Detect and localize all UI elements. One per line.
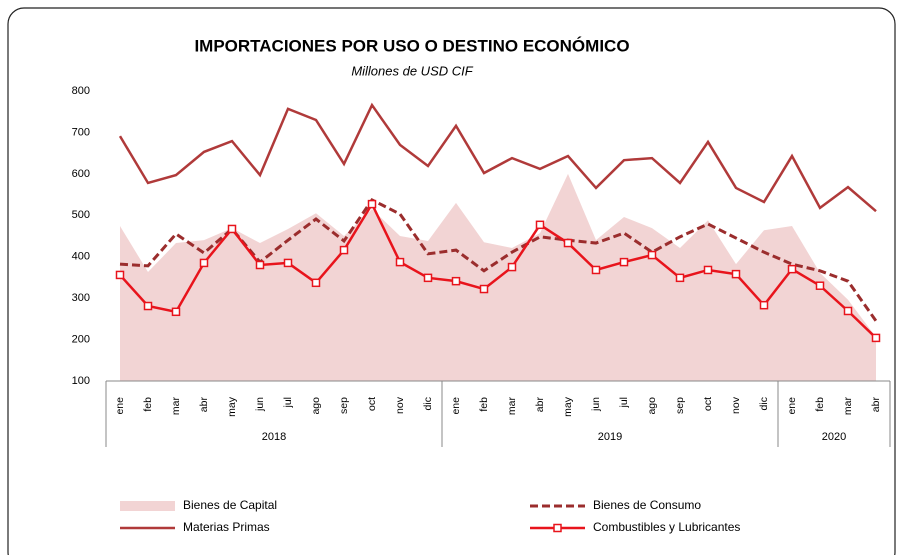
x-tick-label: ago — [310, 397, 322, 415]
x-tick-label: sep — [674, 397, 686, 414]
marker — [143, 301, 153, 311]
marker — [843, 306, 853, 316]
x-tick-label: jun — [590, 397, 602, 412]
marker — [451, 276, 461, 286]
marker — [759, 300, 769, 310]
marker — [507, 262, 517, 272]
legend-label: Bienes de Capital — [183, 498, 277, 512]
marker — [339, 245, 349, 255]
y-tick-label: 300 — [72, 292, 90, 304]
x-tick-label: mar — [506, 397, 518, 416]
x-tick-label: abr — [198, 397, 210, 413]
marker — [395, 257, 405, 267]
x-tick-label: abr — [870, 397, 882, 413]
marker — [591, 265, 601, 275]
marker — [703, 265, 713, 275]
y-tick-label: 600 — [72, 168, 90, 180]
x-tick-label: dic — [422, 397, 434, 410]
x-tick-label: jul — [618, 397, 630, 409]
y-tick-label: 400 — [72, 251, 90, 263]
marker — [311, 278, 321, 288]
legend-label: Combustibles y Lubricantes — [593, 520, 740, 534]
marker — [731, 269, 741, 279]
marker — [535, 220, 545, 230]
x-tick-label: ene — [450, 397, 462, 415]
legend-swatch — [553, 523, 562, 533]
x-tick-label: mar — [842, 397, 854, 416]
x-tick-label: feb — [142, 397, 154, 412]
marker — [255, 260, 265, 270]
x-tick-label: sep — [338, 397, 350, 414]
legend-label: Materias Primas — [183, 520, 270, 534]
x-tick-label: may — [226, 396, 238, 417]
x-tick-label: nov — [730, 396, 742, 414]
x-tick-label: abr — [534, 397, 546, 413]
marker — [115, 270, 125, 280]
x-tick-label: ene — [114, 397, 126, 415]
marker — [479, 284, 489, 294]
x-tick-label: oct — [366, 397, 378, 411]
x-tick-label: may — [562, 396, 574, 417]
line — [119, 201, 877, 339]
marker — [563, 238, 573, 248]
legend-label: Bienes de Consumo — [593, 498, 701, 512]
marker — [871, 333, 881, 343]
y-tick-label: 700 — [72, 126, 90, 138]
marker — [367, 199, 377, 209]
marker — [675, 273, 685, 283]
x-tick-label: jun — [254, 397, 266, 412]
x-tick-label: ago — [646, 397, 658, 415]
legend-swatch — [120, 501, 175, 511]
marker — [199, 258, 209, 268]
marker — [787, 264, 797, 274]
x-tick-label: jul — [282, 397, 294, 409]
x-tick-label: nov — [394, 396, 406, 414]
marker — [815, 281, 825, 290]
x-tick-label: dic — [758, 397, 770, 410]
marker — [171, 307, 181, 317]
x-group-label: 2018 — [262, 431, 286, 443]
x-tick-label: mar — [170, 397, 182, 416]
y-tick-label: 500 — [72, 209, 90, 221]
x-tick-label: oct — [702, 397, 714, 411]
y-tick-label: 800 — [72, 85, 90, 97]
y-tick-label: 100 — [72, 375, 90, 387]
y-tick-label: 200 — [72, 333, 90, 345]
chart-subtitle: Millones de USD CIF — [351, 63, 473, 78]
x-tick-label: ene — [786, 397, 798, 415]
x-tick-label: feb — [478, 397, 490, 412]
x-group-label: 2020 — [822, 431, 846, 443]
marker — [647, 250, 657, 260]
x-group-label: 2019 — [598, 431, 622, 443]
marker — [423, 273, 433, 283]
marker — [227, 224, 237, 234]
marker — [619, 257, 629, 267]
x-tick-label: feb — [814, 397, 826, 412]
line — [118, 102, 877, 213]
chart-title: IMPORTACIONES POR USO O DESTINO ECONÓMIC… — [194, 36, 629, 55]
marker — [283, 258, 293, 268]
